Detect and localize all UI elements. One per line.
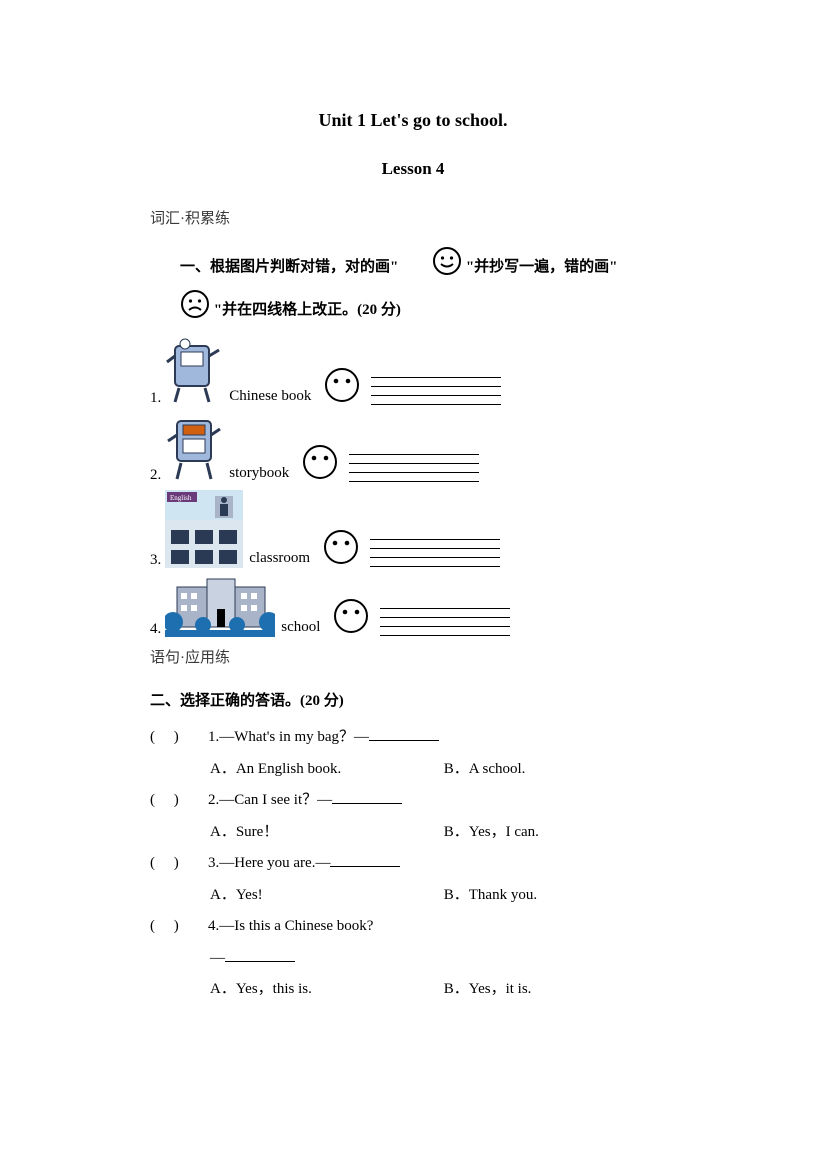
blank-face-icon[interactable]	[323, 366, 361, 409]
ex1-row-1: 1. Chinese book	[150, 336, 676, 411]
q-stem: —What's in my bag？—	[219, 729, 369, 745]
classroom-icon: English	[165, 490, 243, 573]
option-b[interactable]: B．A school.	[444, 761, 526, 777]
writing-lines[interactable]	[370, 539, 500, 573]
ex1-num: 4.	[150, 621, 161, 642]
option-a[interactable]: A．An English book.	[210, 754, 440, 786]
option-b[interactable]: B．Yes，it is.	[444, 981, 532, 997]
q-num: 2.	[208, 792, 219, 808]
answer-blank[interactable]	[330, 852, 400, 867]
q4-dash: —	[210, 943, 676, 975]
answer-paren[interactable]: ( )	[150, 848, 208, 880]
q4-options: A．Yes，this is. B．Yes，it is.	[210, 974, 676, 1006]
q1-options: A．An English book. B．A school.	[210, 754, 676, 786]
section-a-label: 词汇·积累练	[150, 207, 676, 228]
ex1-row-4: 4. school	[150, 575, 676, 642]
option-b[interactable]: B．Thank you.	[444, 887, 537, 903]
q3-options: A．Yes! B．Thank you.	[210, 880, 676, 912]
school-icon	[165, 575, 275, 642]
blank-face-icon[interactable]	[332, 597, 370, 640]
lesson-subtitle: Lesson 4	[150, 159, 676, 179]
writing-lines[interactable]	[371, 377, 501, 411]
q3-line: ( ) 3.—Here you are.—	[150, 848, 676, 880]
question-block: ( ) 1.—What's in my bag？— A．An English b…	[150, 722, 676, 1006]
ex1-word: school	[281, 619, 320, 642]
writing-lines[interactable]	[380, 608, 510, 642]
ex1-word: storybook	[229, 465, 289, 488]
svg-text:English: English	[170, 494, 192, 502]
ex1-row-3: 3. English classroom	[150, 490, 676, 573]
q1-line: ( ) 1.—What's in my bag？—	[150, 722, 676, 754]
q-num: 3.	[208, 855, 219, 871]
q2-line: ( ) 2.—Can I see it？—	[150, 785, 676, 817]
q2-options: A．Sure！ B．Yes，I can.	[210, 817, 676, 849]
q-stem: —Is this a Chinese book?	[219, 918, 373, 934]
unit-title: Unit 1 Let's go to school.	[150, 110, 676, 131]
ex1-word: classroom	[249, 550, 310, 573]
answer-blank[interactable]	[369, 726, 439, 741]
ex1-num: 3.	[150, 552, 161, 573]
answer-paren[interactable]: ( )	[150, 911, 208, 943]
q-num: 4.	[208, 918, 219, 934]
answer-paren[interactable]: ( )	[150, 722, 208, 754]
writing-lines[interactable]	[349, 454, 479, 488]
exercise-2-heading: 二、选择正确的答语。(20 分)	[150, 685, 676, 718]
heading-part-1: 一、根据图片判断对错，对的画"	[180, 259, 398, 275]
worksheet-page: Unit 1 Let's go to school. Lesson 4 词汇·积…	[0, 0, 826, 1169]
blank-face-icon[interactable]	[301, 443, 339, 486]
ex1-row-2: 2. storybook	[150, 413, 676, 488]
option-a[interactable]: A．Sure！	[210, 817, 440, 849]
option-b[interactable]: B．Yes，I can.	[444, 824, 539, 840]
option-a[interactable]: A．Yes，this is.	[210, 974, 440, 1006]
section-b-label: 语句·应用练	[150, 646, 676, 667]
sad-icon	[150, 289, 210, 332]
ex1-num: 1.	[150, 390, 161, 411]
q-num: 1.	[208, 729, 219, 745]
answer-blank[interactable]	[332, 789, 402, 804]
answer-paren[interactable]: ( )	[150, 785, 208, 817]
q-stem: —Here you are.—	[219, 855, 330, 871]
ex1-num: 2.	[150, 467, 161, 488]
smile-icon	[402, 246, 462, 289]
exercise-1-heading: 一、根据图片判断对错，对的画" "并抄写一遍，错的画" "并在四线格上改正。(2…	[150, 246, 676, 332]
q-stem: —Can I see it？—	[219, 792, 332, 808]
blank-face-icon[interactable]	[322, 528, 360, 571]
answer-blank[interactable]	[225, 947, 295, 962]
heading-part-2: "并抄写一遍，错的画"	[466, 259, 618, 275]
q4-line: ( ) 4.—Is this a Chinese book?	[150, 911, 676, 943]
option-a[interactable]: A．Yes!	[210, 880, 440, 912]
chinese-book-icon	[165, 336, 223, 411]
heading-part-3: "并在四线格上改正。(20 分)	[214, 302, 401, 318]
storybook-icon	[165, 413, 223, 488]
q-dash: —	[210, 950, 225, 966]
ex1-word: Chinese book	[229, 388, 311, 411]
